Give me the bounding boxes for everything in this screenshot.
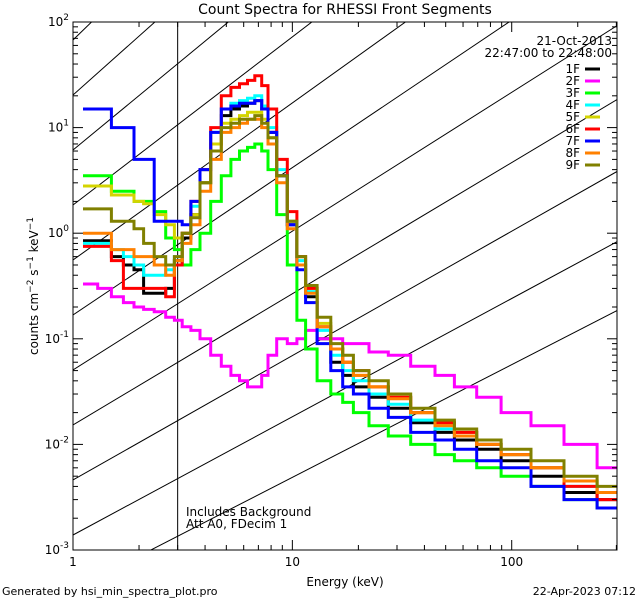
legend-label-4F: 4F	[565, 98, 580, 112]
legend-label-5F: 5F	[565, 110, 580, 124]
legend-label-3F: 3F	[565, 86, 580, 100]
legend-label-6F: 6F	[565, 122, 580, 136]
series-9F	[83, 114, 617, 488]
hatch-line	[73, 241, 617, 536]
series-8F	[83, 117, 617, 494]
x-tick-label: 100	[500, 555, 523, 569]
series-group	[83, 74, 617, 510]
time-range-label: 22:47:00 to 22:48:00	[485, 46, 612, 60]
annotation-attenuator: Att A0, FDecim 1	[186, 517, 287, 531]
x-axis-label: Energy (keV)	[306, 575, 383, 589]
series-2F	[83, 282, 617, 470]
hatch-line	[73, 98, 617, 426]
y-tick-label: 100	[48, 224, 69, 240]
hatch-line	[73, 22, 510, 316]
x-tick-label: 1	[69, 555, 77, 569]
legend-label-9F: 9F	[565, 158, 580, 172]
y-tick-label: 10-1	[45, 330, 69, 346]
plot-frame	[72, 21, 618, 551]
y-tick-label: 10-2	[45, 435, 69, 451]
series-7F	[83, 99, 617, 510]
chart-title: Count Spectra for RHESSI Front Segments	[198, 2, 492, 18]
y-tick-label: 10-3	[45, 541, 69, 557]
timestamp-label: 22-Apr-2023 07:12	[533, 585, 636, 598]
hatch-line	[73, 25, 617, 371]
date-label: 21-Oct-2013	[536, 34, 612, 48]
y-axis-label: counts cm−2 s−1 keV−1	[26, 217, 41, 355]
series-5F	[83, 110, 617, 494]
series-3F	[83, 142, 617, 510]
hatch-line	[73, 170, 617, 481]
legend-label-2F: 2F	[565, 74, 580, 88]
axes: 1 10 100 10-3 10-2 10-1 100 101 102	[45, 13, 617, 569]
excluded-region-hatch	[73, 22, 617, 550]
x-tick-label: 10	[285, 555, 300, 569]
hatch-line	[149, 309, 617, 550]
annotation-background: Includes Background	[186, 505, 311, 519]
legend-label-1F: 1F	[565, 62, 580, 76]
generated-by-label: Generated by hsi_min_spectra_plot.pro	[2, 585, 218, 598]
y-tick-label: 102	[48, 13, 69, 29]
hatch-line	[73, 22, 230, 151]
legend-label-8F: 8F	[565, 146, 580, 160]
series-6F	[83, 74, 617, 502]
hatch-line	[73, 22, 313, 206]
series-1F	[83, 99, 617, 502]
y-tick-label: 101	[48, 119, 69, 135]
legend-label-7F: 7F	[565, 134, 580, 148]
